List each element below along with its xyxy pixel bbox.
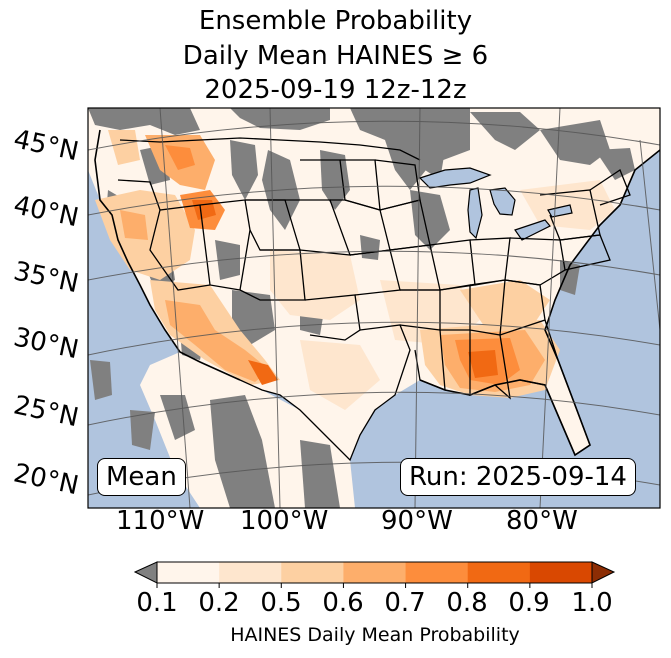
colorbar-segment	[157, 562, 220, 583]
colorbar-tick-6: 0.9	[508, 588, 550, 618]
title-line-3: 2025-09-19 12z-12z	[204, 75, 467, 105]
statistic-box: Mean	[97, 458, 186, 496]
run-date-box: Run: 2025-09-14	[400, 458, 636, 496]
colorbar-tick-3: 0.6	[322, 588, 364, 618]
colorbar-tick-5: 0.8	[446, 588, 488, 618]
colorbar-segment	[467, 562, 531, 583]
colorbar	[133, 561, 616, 588]
lon-label-110: 110°W	[116, 506, 205, 536]
missing-data	[88, 108, 635, 508]
colorbar-tick-1: 0.2	[198, 588, 240, 618]
colorbar-tick-0: 0.1	[136, 588, 178, 618]
colorbar-tick-7: 1.0	[571, 588, 613, 618]
probability-fill	[95, 130, 615, 410]
colorbar-frame	[156, 561, 593, 584]
colorbar-tick-2: 0.5	[260, 588, 302, 618]
title-line-1: Ensemble Probability	[198, 6, 473, 36]
title-line-2: Daily Mean HAINES ≥ 6	[182, 41, 489, 71]
colorbar-segment	[281, 562, 344, 583]
colorbar-tick-4: 0.7	[384, 588, 426, 618]
colorbar-segment	[219, 562, 282, 583]
colorbar-label: HAINES Daily Mean Probability	[230, 624, 520, 646]
coastline	[94, 129, 660, 457]
lon-label-100: 100°W	[240, 506, 329, 536]
map-frame	[87, 107, 661, 509]
great-lakes	[418, 167, 573, 241]
colorbar-over-triangle	[591, 561, 616, 584]
colorbar-under-triangle	[133, 561, 158, 584]
lon-label-80: 80°W	[506, 506, 578, 536]
colorbar-segment	[529, 562, 593, 583]
colorbar-segment	[343, 562, 407, 583]
lon-label-90: 90°W	[381, 506, 453, 536]
colorbar-segment	[405, 562, 469, 583]
